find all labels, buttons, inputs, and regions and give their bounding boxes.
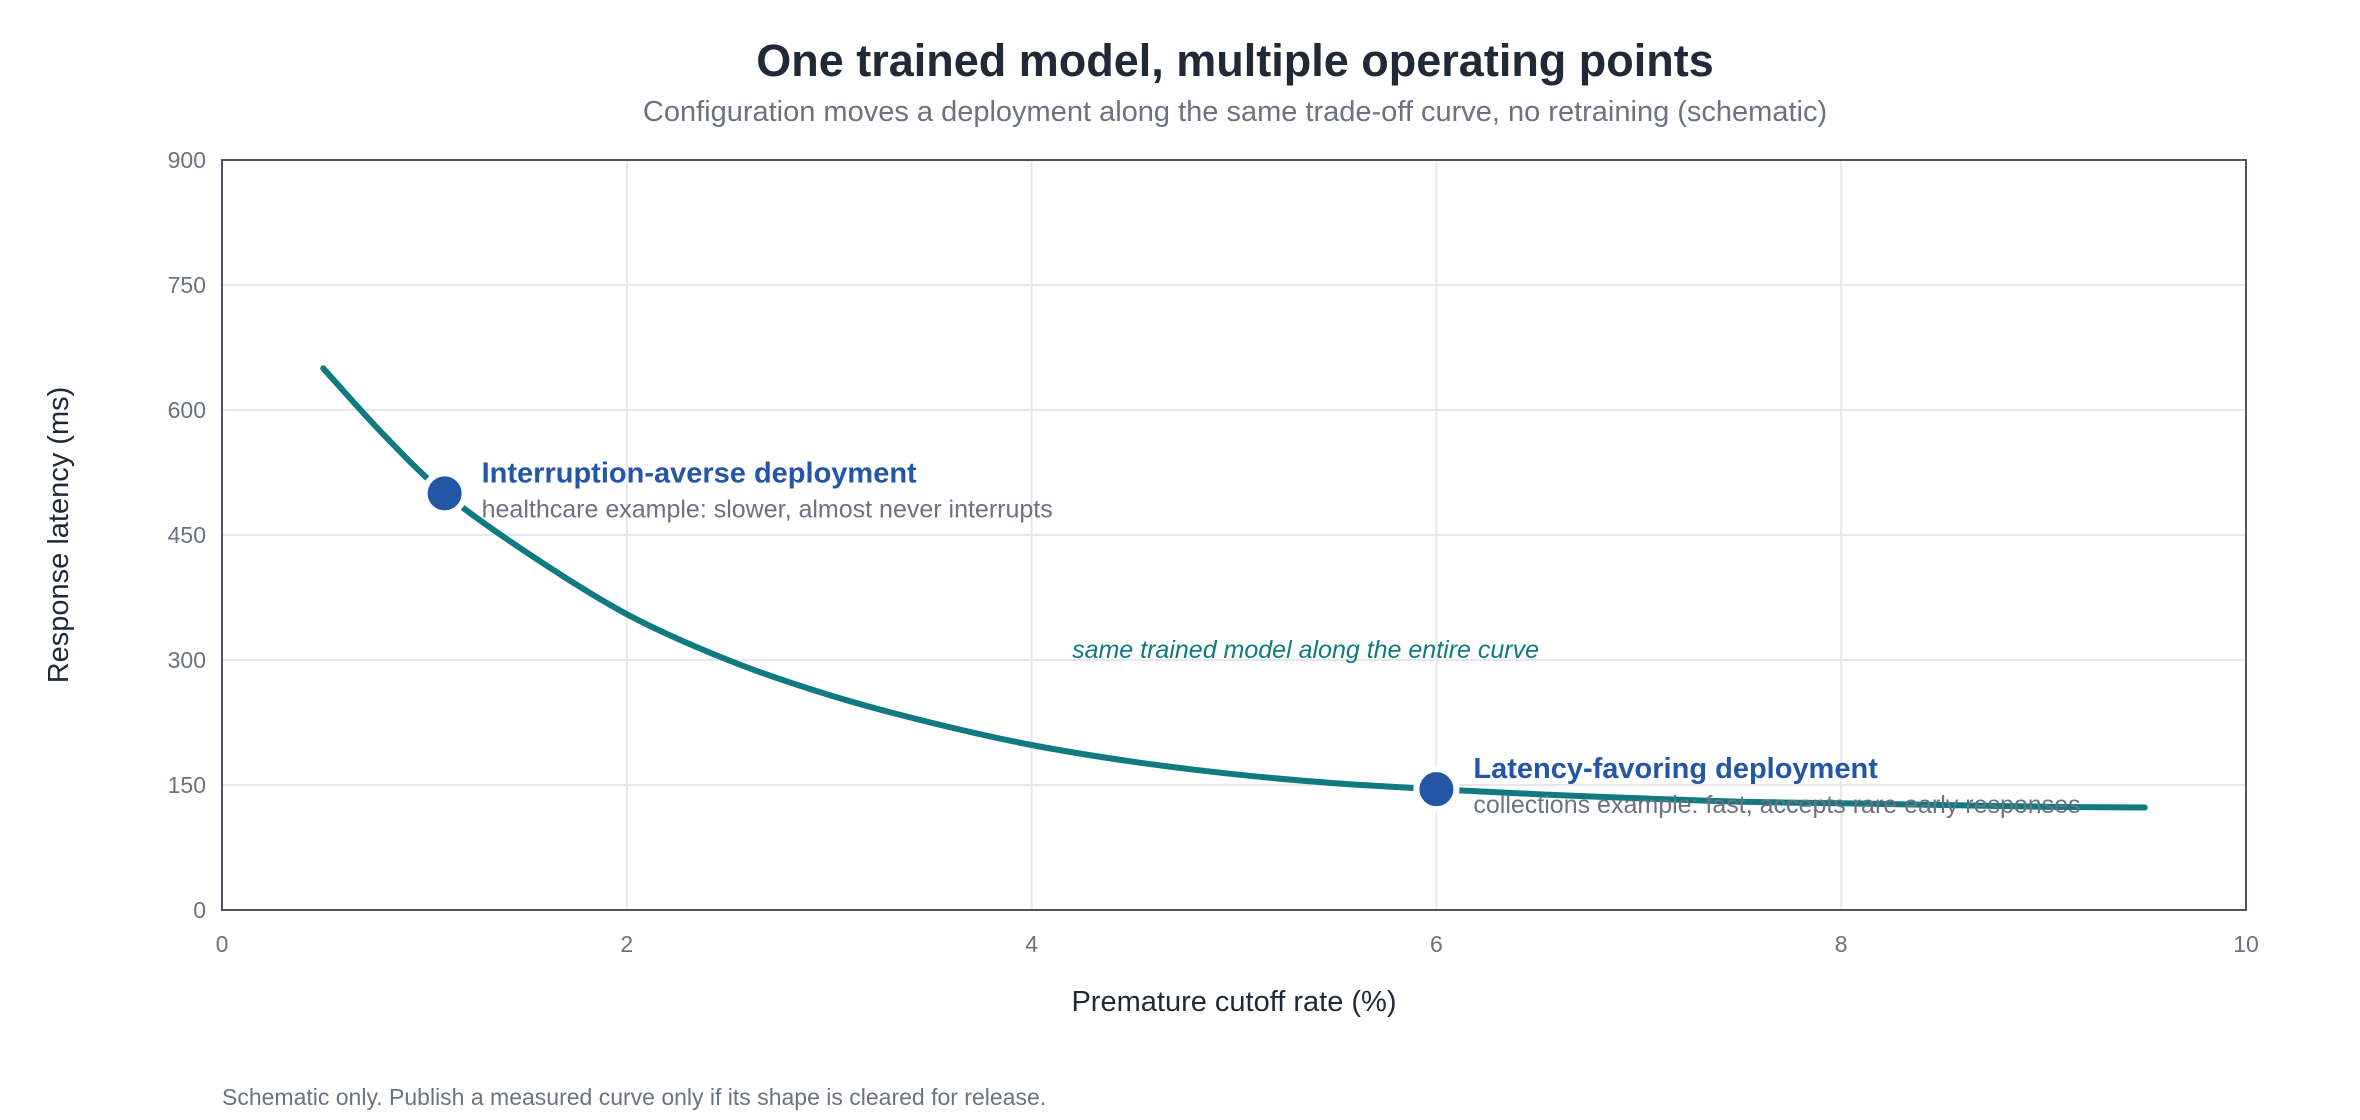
y-tick-label: 900 <box>168 147 206 173</box>
footnote: Schematic only. Publish a measured curve… <box>222 1084 1046 1110</box>
x-tick-label: 10 <box>2233 931 2259 957</box>
y-axis-label: Response latency (ms) <box>43 387 75 684</box>
operating-points: Interruption-averse deployment healthcare… <box>421 457 2081 819</box>
y-tick-label: 750 <box>168 272 206 298</box>
x-tick-label: 8 <box>1835 931 1848 957</box>
operating-point-label: Latency-favoring deployment <box>1473 753 1878 785</box>
axis-ticks: 0 2 4 6 8 10 0 150 300 450 600 750 900 <box>168 147 2259 957</box>
grid <box>222 160 2246 910</box>
y-tick-label: 0 <box>193 897 206 923</box>
operating-point-marker[interactable] <box>1413 766 1460 813</box>
trade-off-curve <box>320 365 2148 811</box>
operating-point-description: healthcare example: slower, almost never… <box>482 495 1053 523</box>
operating-point-marker[interactable] <box>421 470 468 517</box>
operating-point: Interruption-averse deployment healthcare… <box>421 457 1053 523</box>
x-tick-label: 2 <box>620 931 633 957</box>
x-tick-label: 6 <box>1430 931 1443 957</box>
curve-annotation: same trained model along the entire curv… <box>1072 636 1539 664</box>
chart-title: One trained model, multiple operating po… <box>756 35 1714 86</box>
y-tick-label: 300 <box>168 647 206 673</box>
x-tick-label: 0 <box>216 931 229 957</box>
y-tick-label: 450 <box>168 522 206 548</box>
plot-frame <box>221 159 2247 911</box>
y-tick-label: 600 <box>168 397 206 423</box>
operating-point: Latency-favoring deployment collections e… <box>1413 753 2081 819</box>
chart-subtitle: Configuration moves a deployment along t… <box>643 96 1827 128</box>
x-axis-label: Premature cutoff rate (%) <box>1071 986 1396 1018</box>
series-layer <box>320 365 2148 811</box>
y-tick-label: 150 <box>168 772 206 798</box>
operating-point-label: Interruption-averse deployment <box>482 457 917 489</box>
operating-point-description: collections example: fast, accepts rare … <box>1473 791 2080 819</box>
x-tick-label: 4 <box>1025 931 1038 957</box>
